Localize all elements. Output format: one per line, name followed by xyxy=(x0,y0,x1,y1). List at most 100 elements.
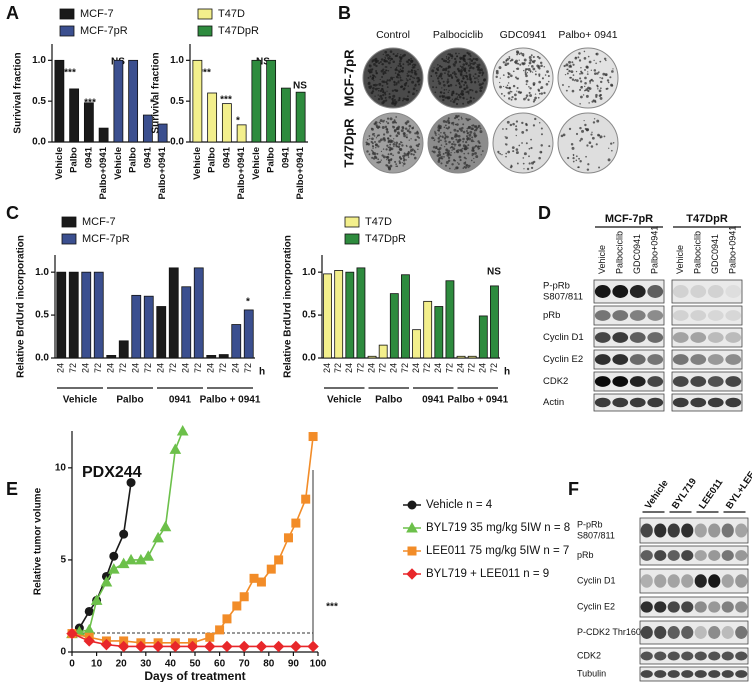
colony xyxy=(540,87,542,90)
colony xyxy=(606,79,610,82)
blot-band xyxy=(672,397,689,408)
colony xyxy=(540,151,543,153)
colony xyxy=(438,95,442,98)
colony xyxy=(452,100,456,104)
colony xyxy=(521,121,524,125)
colony xyxy=(580,95,583,99)
bar xyxy=(192,59,203,143)
bar xyxy=(68,271,79,359)
x-tick-label: 0941 xyxy=(142,146,153,168)
colony xyxy=(397,145,401,149)
blot-band xyxy=(721,626,734,639)
colony xyxy=(499,153,502,155)
bar xyxy=(467,355,477,359)
colony xyxy=(506,120,510,124)
blot-band xyxy=(681,523,694,538)
colony xyxy=(375,71,378,75)
colony xyxy=(407,90,411,94)
colony xyxy=(479,89,482,93)
colony xyxy=(399,79,403,82)
colony xyxy=(507,150,510,154)
colony xyxy=(471,136,474,139)
colony xyxy=(457,99,460,101)
colony xyxy=(443,92,446,95)
marker xyxy=(238,640,250,653)
colony xyxy=(465,135,469,138)
colony xyxy=(454,61,458,64)
colony xyxy=(401,162,403,164)
y-tick-label: 0.0 xyxy=(170,137,184,148)
colony xyxy=(441,57,444,61)
colony xyxy=(514,93,517,97)
colony xyxy=(578,52,581,55)
blot-background xyxy=(639,620,749,645)
colony xyxy=(469,62,471,65)
colony xyxy=(387,153,390,156)
colony xyxy=(372,87,375,90)
blot-band xyxy=(735,574,748,588)
colony xyxy=(495,71,499,75)
column-label: Control xyxy=(376,29,410,41)
bar xyxy=(456,355,466,359)
colony xyxy=(373,133,375,135)
colony xyxy=(587,71,589,73)
colony xyxy=(439,91,443,94)
colony xyxy=(523,168,525,170)
colony xyxy=(538,74,541,77)
blot-band xyxy=(725,332,742,343)
colony xyxy=(501,153,503,156)
colony xyxy=(432,86,435,89)
colony xyxy=(448,59,451,62)
colony xyxy=(474,125,478,128)
colony xyxy=(382,137,386,141)
colony xyxy=(575,132,579,136)
colony xyxy=(572,160,575,163)
x-tick-label: 72 xyxy=(422,363,432,373)
colony xyxy=(466,90,470,94)
legend-label: MCF-7pR xyxy=(82,233,130,245)
colony xyxy=(505,152,508,155)
colony xyxy=(397,80,400,83)
colony xyxy=(522,162,525,165)
colony xyxy=(590,78,593,81)
colony xyxy=(502,61,506,64)
colony xyxy=(435,134,437,136)
blot-background xyxy=(593,279,665,304)
colony xyxy=(471,124,474,127)
colony xyxy=(477,145,480,148)
colony xyxy=(399,59,402,63)
legend-label: LEE011 75 mg/kg 5IW n = 7 xyxy=(426,545,569,557)
annotation: *** xyxy=(326,602,338,613)
colony xyxy=(506,62,510,65)
colony xyxy=(391,101,394,105)
row-label: P-CDK2 Thr160 xyxy=(577,627,641,637)
bar xyxy=(113,59,124,143)
colony xyxy=(477,66,481,70)
colony xyxy=(516,162,519,165)
colony xyxy=(463,60,466,62)
colony xyxy=(454,143,457,146)
colony xyxy=(370,91,374,95)
colony xyxy=(398,161,402,165)
colony xyxy=(382,68,385,71)
colony xyxy=(455,60,457,62)
colony xyxy=(442,119,446,123)
colony xyxy=(471,89,474,92)
colony xyxy=(515,148,519,151)
colony xyxy=(586,73,589,75)
colony xyxy=(472,62,476,66)
colony xyxy=(450,122,454,125)
annotation: * xyxy=(150,98,154,109)
colony xyxy=(564,73,567,76)
colony xyxy=(397,64,400,67)
colony xyxy=(443,146,446,148)
colony xyxy=(547,80,550,83)
plate xyxy=(492,112,554,174)
blot-band xyxy=(721,574,734,588)
colony xyxy=(579,88,582,91)
colony xyxy=(412,127,414,130)
colony xyxy=(440,144,443,146)
group-label: 0941 xyxy=(422,395,445,406)
colony xyxy=(508,86,511,89)
colony xyxy=(444,133,447,136)
